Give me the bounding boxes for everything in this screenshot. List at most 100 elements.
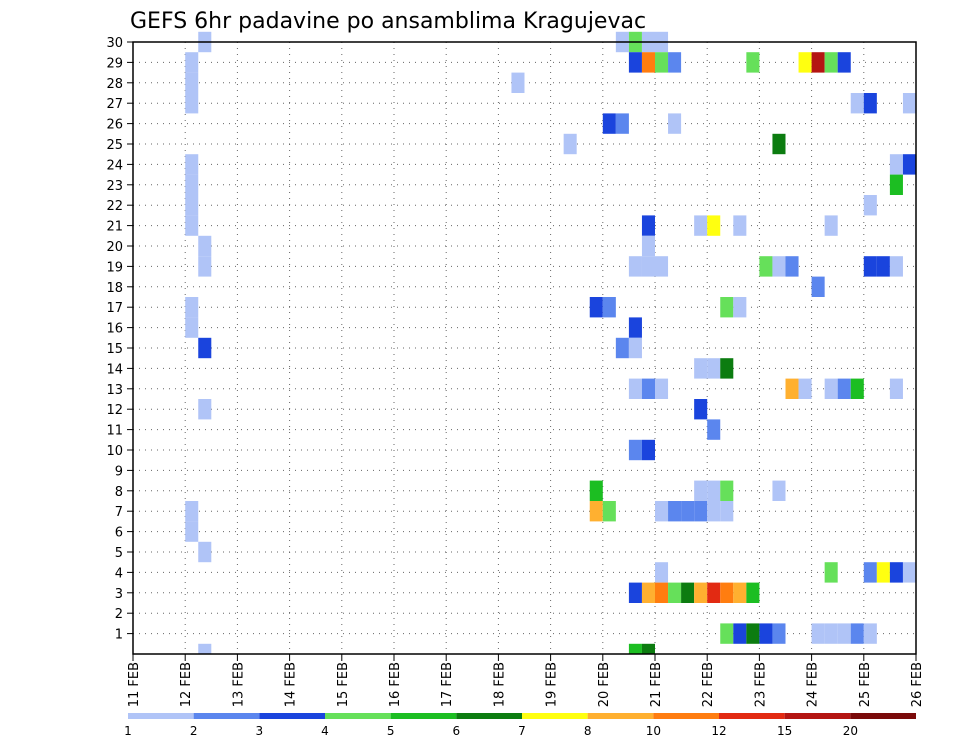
heatmap-cell xyxy=(772,480,786,501)
heatmap-cell xyxy=(707,480,721,501)
heatmap-cell xyxy=(824,623,838,644)
heatmap-cell xyxy=(707,582,721,603)
y-tick-label: 16 xyxy=(106,322,123,337)
heatmap-cell xyxy=(720,582,734,603)
heatmap-cell xyxy=(720,623,734,644)
y-tick-label: 5 xyxy=(115,546,123,561)
heatmap-cell xyxy=(694,501,708,522)
legend: 1 2 3 4 5 6 7 8 10 12 15 20 xyxy=(124,713,916,738)
y-tick-label: 28 xyxy=(106,77,123,92)
x-tick-label: 25 FEB xyxy=(858,662,873,707)
heatmap-cell xyxy=(720,297,734,318)
heatmap-cell xyxy=(628,52,642,73)
heatmap-cell xyxy=(772,623,786,644)
heatmap-cell xyxy=(850,623,864,644)
legend-swatch xyxy=(456,713,522,719)
heatmap-cell xyxy=(681,501,695,522)
heatmap-cell xyxy=(185,501,199,522)
y-tick-label: 8 xyxy=(115,485,123,500)
cells-layer xyxy=(185,31,916,654)
legend-label: 12 xyxy=(711,724,726,738)
x-tick-label: 13 FEB xyxy=(231,662,246,707)
heatmap-cell xyxy=(681,582,695,603)
heatmap-cell xyxy=(863,93,877,114)
heatmap-cell xyxy=(641,235,655,257)
y-tick-label: 23 xyxy=(106,179,123,194)
heatmap-cell xyxy=(733,297,747,318)
heatmap-cell xyxy=(615,337,629,359)
heatmap-cell xyxy=(668,52,682,73)
heatmap-cell xyxy=(824,215,838,236)
heatmap-cell xyxy=(198,235,212,257)
x-tick-label: 22 FEB xyxy=(701,662,716,707)
heatmap-cell xyxy=(185,195,199,216)
heatmap-cell xyxy=(198,256,212,277)
y-tick-label: 24 xyxy=(106,158,123,173)
heatmap-cell xyxy=(720,358,734,379)
heatmap-cell xyxy=(720,501,734,522)
x-tick-label: 12 FEB xyxy=(179,662,194,707)
heatmap-cell xyxy=(798,378,812,399)
y-tick-label: 13 xyxy=(106,383,123,398)
x-tick-label: 16 FEB xyxy=(388,662,403,707)
heatmap-cell xyxy=(668,582,682,603)
heatmap-cell xyxy=(837,52,851,73)
heatmap-cell xyxy=(889,174,903,195)
heatmap-cell xyxy=(889,378,903,399)
heatmap-cell xyxy=(733,215,747,236)
y-tick-label: 21 xyxy=(106,220,123,235)
heatmap-cell xyxy=(785,378,799,399)
heatmap-cell xyxy=(811,52,825,73)
y-tick-label: 17 xyxy=(106,301,123,316)
heatmap-cell xyxy=(824,378,838,399)
heatmap-cell xyxy=(615,113,629,134)
y-tick-label: 26 xyxy=(106,118,123,133)
y-tick-label: 27 xyxy=(106,97,123,112)
heatmap-cell xyxy=(850,378,864,399)
heatmap-cell xyxy=(720,480,734,501)
heatmap-cell xyxy=(655,562,669,583)
x-tick-label: 18 FEB xyxy=(492,662,507,707)
heatmap-cell xyxy=(694,399,708,420)
heatmap-cell xyxy=(641,378,655,399)
legend-label: 15 xyxy=(777,724,792,738)
heatmap-cell xyxy=(628,337,642,359)
legend-swatch xyxy=(784,713,851,719)
heatmap-cell xyxy=(668,113,682,134)
heatmap-cell xyxy=(759,256,773,277)
heatmap-cell xyxy=(733,582,747,603)
heatmap-cell xyxy=(641,52,655,73)
legend-label: 7 xyxy=(518,724,526,738)
legend-swatch xyxy=(193,713,260,719)
legend-swatch xyxy=(522,713,588,719)
heatmap-cell xyxy=(185,72,199,93)
x-tick-label: 15 FEB xyxy=(336,662,351,707)
heatmap-cell xyxy=(863,562,877,583)
y-tick-label: 19 xyxy=(106,260,123,275)
y-tick-label: 3 xyxy=(115,587,123,602)
heatmap-cell xyxy=(628,439,642,461)
heatmap-cell xyxy=(511,72,525,93)
legend-label: 10 xyxy=(646,724,661,738)
heatmap-cell xyxy=(589,297,603,318)
heatmap-cell xyxy=(746,623,760,644)
heatmap-cell xyxy=(185,521,199,542)
y-tick-label: 29 xyxy=(106,56,123,71)
legend-label: 20 xyxy=(843,724,858,738)
legend-label: 8 xyxy=(584,724,592,738)
legend-label: 4 xyxy=(321,724,329,738)
legend-swatch xyxy=(325,713,391,719)
x-tick-label: 14 FEB xyxy=(284,662,299,707)
heatmap-cell xyxy=(628,256,642,277)
heatmap-cell xyxy=(641,256,655,277)
y-tick-label: 6 xyxy=(115,526,123,541)
heatmap-cell xyxy=(655,501,669,522)
heatmap-cell xyxy=(602,113,616,134)
y-tick-label: 12 xyxy=(106,403,123,418)
heatmap-cell xyxy=(707,358,721,379)
x-tick-label: 17 FEB xyxy=(440,662,455,707)
heatmap-cell xyxy=(198,643,212,654)
heatmap-cell xyxy=(589,480,603,501)
heatmap-cell xyxy=(694,358,708,379)
